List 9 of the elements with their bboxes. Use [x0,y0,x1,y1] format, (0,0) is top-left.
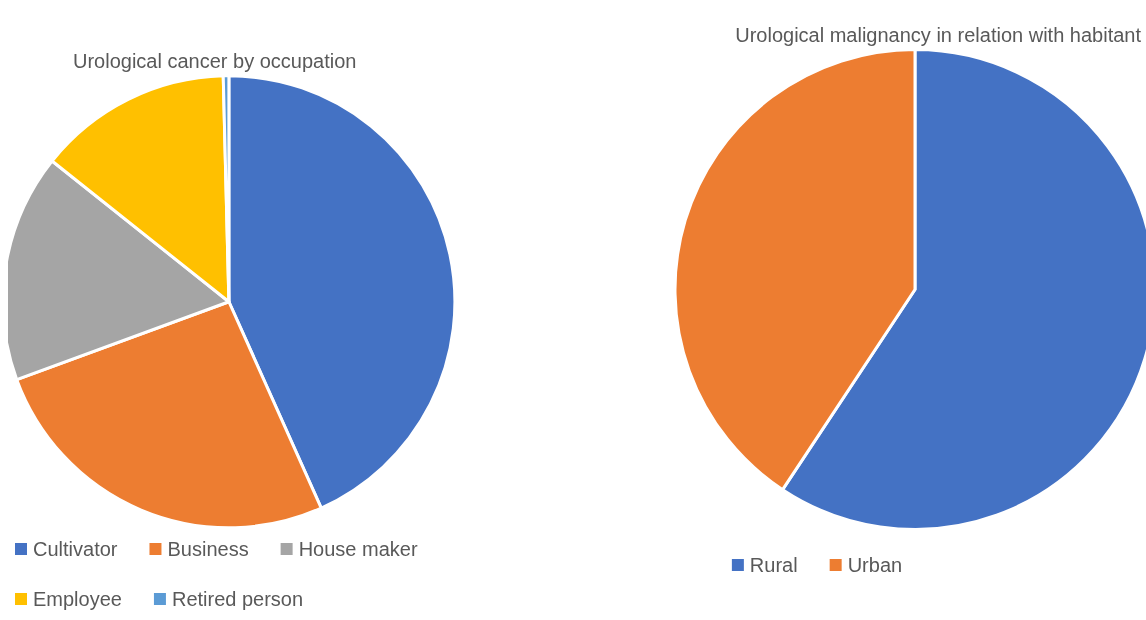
chart-title: Urological malignancy in relation with habitant [735,24,1142,46]
legend-label: Urban [847,554,903,576]
legend-label: Retired person [171,588,304,610]
legend-label: Employee [33,588,122,610]
legend-label: Cultivator [33,538,118,560]
legend-label: Business [167,538,249,560]
legend-label: House maker [298,538,418,560]
legend-label: Rural [749,554,798,576]
chart-title: Urological cancer by occupation [73,50,357,72]
